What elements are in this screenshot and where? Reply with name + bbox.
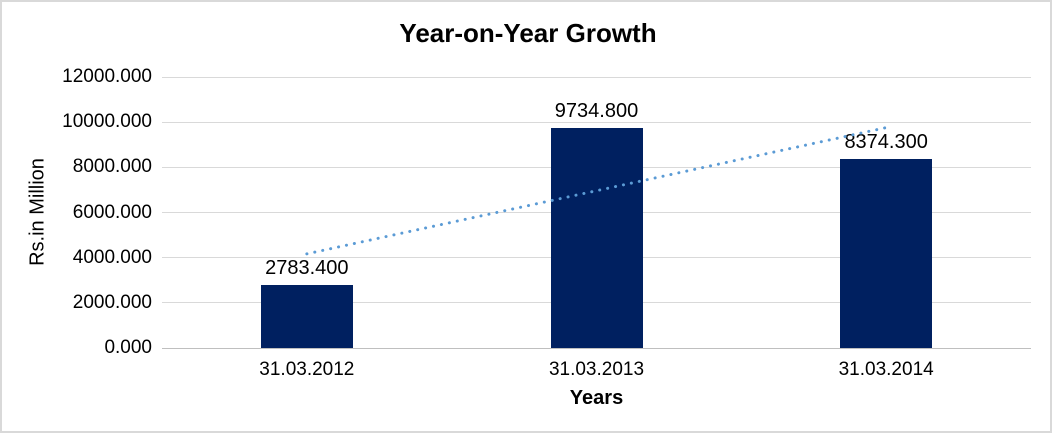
y-tick-label: 10000.000 — [62, 111, 152, 133]
x-axis-line — [162, 347, 1031, 349]
bar-value-label: 2783.400 — [265, 257, 349, 280]
y-tick-label: 2000.000 — [72, 291, 152, 313]
bar-value-label: 9734.800 — [554, 100, 639, 123]
gridline — [162, 76, 1031, 78]
x-tick-label: 31.03.2013 — [548, 359, 645, 380]
x-tick-label: 31.03.2012 — [259, 359, 355, 380]
gridline — [162, 121, 1031, 123]
chart-title: Year-on-Year Growth — [399, 18, 657, 48]
y-tick-label: 6000.000 — [72, 201, 152, 223]
y-tick-label: 0.000 — [104, 337, 152, 358]
y-tick-label: 8000.000 — [72, 156, 152, 178]
bar-31.03.2013 — [550, 128, 643, 348]
bar-value-label: 8374.300 — [844, 130, 928, 153]
bar-31.03.2012 — [260, 285, 353, 348]
y-tick-label: 4000.000 — [72, 246, 152, 268]
x-axis-title: Years — [569, 387, 624, 409]
x-tick-label: 31.03.2014 — [838, 359, 934, 380]
bar-31.03.2014 — [840, 158, 933, 348]
y-tick-label: 12000.000 — [62, 66, 152, 87]
